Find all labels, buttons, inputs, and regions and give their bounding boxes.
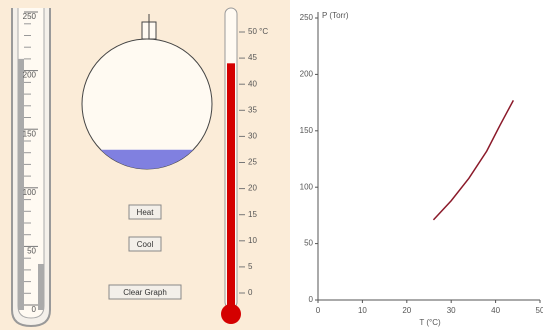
flask-liquid: [101, 150, 193, 169]
button[interactable]: Heat: [129, 205, 161, 219]
thermo-label: 10: [248, 236, 257, 245]
simulation: HeatCoolClear Graph 05010015020025005101…: [0, 0, 543, 330]
scale-label: 200: [23, 71, 37, 80]
thermo-label: 15: [248, 210, 257, 219]
y-tick-label: 100: [300, 182, 314, 191]
thermo-label: 40: [248, 79, 257, 88]
thermo-label: 45: [248, 53, 257, 62]
y-tick-label: 0: [309, 295, 314, 304]
x-tick-label: 10: [358, 306, 367, 315]
left-column: [18, 59, 24, 310]
y-tick-label: 150: [300, 126, 314, 135]
mercury: [227, 63, 235, 310]
y-tick-label: 250: [300, 13, 314, 22]
button-label: Heat: [137, 208, 155, 217]
scale-label: 50: [27, 247, 36, 256]
button-label: Cool: [137, 240, 154, 249]
thermo-label: 25: [248, 158, 257, 167]
page: {"manometer": {"lim": [0, 250], "ticks":…: [0, 0, 543, 330]
button-label: Clear Graph: [123, 288, 167, 297]
y-tick-label: 50: [304, 239, 313, 248]
right-column: [38, 264, 44, 310]
x-axis-title: T (°C): [419, 318, 441, 327]
flask: [82, 39, 212, 169]
button[interactable]: Cool: [129, 237, 161, 251]
x-tick-label: 40: [491, 306, 500, 315]
y-axis-title: P (Torr): [322, 11, 349, 20]
thermo-label: 0: [248, 288, 253, 297]
scale-label: 0: [32, 305, 37, 314]
x-tick-label: 20: [402, 306, 411, 315]
graph-panel: [290, 0, 543, 330]
thermo-label: 50 °C: [248, 27, 268, 36]
thermo-label: 5: [248, 262, 253, 271]
x-tick-label: 50: [536, 306, 543, 315]
scale-label: 100: [23, 188, 37, 197]
scale-label: 150: [23, 129, 37, 138]
x-tick-label: 30: [447, 306, 456, 315]
scale-label: 250: [23, 12, 37, 21]
button[interactable]: Clear Graph: [109, 285, 181, 299]
y-tick-label: 200: [300, 70, 314, 79]
thermo-label: 20: [248, 184, 257, 193]
thermo-label: 30: [248, 132, 257, 141]
x-tick-label: 0: [316, 306, 321, 315]
thermo-label: 35: [248, 105, 257, 114]
